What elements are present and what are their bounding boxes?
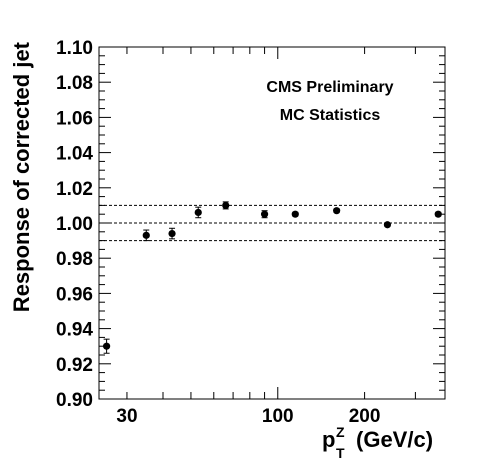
x-axis-label-main: p [322,427,335,452]
y-tick-label: 1.02 [56,179,93,200]
data-points [102,201,442,354]
y-tick-label: 0.92 [56,355,93,376]
annotation-cms-preliminary: CMS Preliminary [266,79,393,96]
data-point [291,210,299,218]
data-point [168,229,176,238]
y-tick-label: 0.96 [56,284,93,305]
x-axis-label: p T Z (GeV/c) [322,424,433,461]
data-point [260,210,269,218]
x-axis-label-sub: T [336,445,345,461]
reference-lines [99,204,445,242]
data-point [222,201,230,209]
x-axis-label-unit: (GeV/c) [356,427,433,452]
y-tick-label: 0.94 [56,320,93,341]
y-axis-label: Response of corrected jet [9,41,34,312]
y-tick-label: 0.98 [56,249,93,270]
y-tick-label: 1.04 [56,144,93,165]
x-tick-label: 100 [262,406,294,427]
data-point [383,221,392,229]
data-point [333,207,341,215]
x-tick-labels: 30 100 200 [116,406,380,427]
axis-ticks [99,46,445,400]
y-tick-label: 1.06 [56,108,93,129]
data-point [142,231,150,239]
data-point [434,210,442,218]
data-point [102,342,111,350]
annotation-mc-statistics: MC Statistics [280,107,381,124]
y-tick-labels: 0.90 0.92 0.94 0.96 0.98 1.00 1.02 1.04 1.06 1.08… [56,38,93,411]
y-tick-label: 1.00 [56,214,93,235]
x-tick-label: 200 [349,406,381,427]
data-point [194,208,202,217]
y-tick-label: 0.90 [56,390,93,411]
x-axis-label-sup: Z [336,424,345,440]
x-tick-label: 30 [116,406,137,427]
y-tick-label: 1.08 [56,73,93,94]
y-tick-label: 1.10 [56,38,93,59]
